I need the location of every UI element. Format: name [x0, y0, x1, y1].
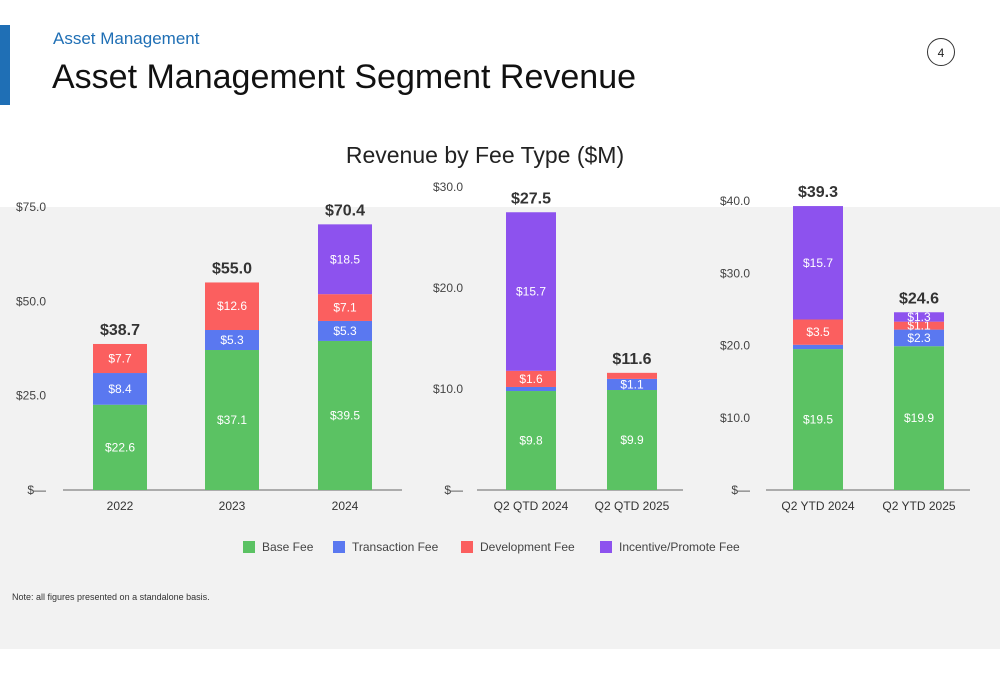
bar-segment: [205, 282, 259, 331]
bar-segment: [318, 224, 372, 295]
bar-segment: [506, 212, 556, 371]
total-label: $55.0: [212, 260, 252, 277]
x-tick-label: Q2 QTD 2025: [595, 499, 670, 513]
total-label: $27.5: [511, 190, 551, 207]
data-label: $3.5: [806, 325, 830, 339]
y-tick-label: $20.0: [720, 339, 750, 353]
data-label: $15.7: [516, 285, 546, 299]
bar-segment: [93, 373, 147, 405]
bar-segment: [607, 390, 657, 490]
legend-item-incentive-promote-fee: Incentive/Promote Fee: [600, 539, 740, 555]
bar-segment: [793, 319, 843, 345]
x-tick-label: 2022: [107, 499, 134, 513]
bar-segment: [318, 294, 372, 321]
data-label: $1.1: [620, 377, 644, 391]
bar-segment: [894, 346, 944, 490]
bar-segment: [205, 330, 259, 351]
bar-segment: [318, 320, 372, 341]
legend-label: Transaction Fee: [352, 540, 439, 554]
bar-segment: [894, 321, 944, 330]
data-label: $1.1: [907, 319, 931, 333]
total-label: $11.6: [612, 351, 651, 368]
bar-segment: [205, 350, 259, 490]
data-label: $1.6: [519, 372, 543, 386]
bar-segment: [894, 329, 944, 347]
bar-segment: [93, 404, 147, 490]
y-tick-label: $10.0: [433, 382, 463, 396]
x-tick-label: Q2 QTD 2024: [494, 499, 569, 513]
bar-segment: [506, 386, 556, 392]
data-label: $5.3: [220, 333, 244, 347]
page-title: Asset Management Segment Revenue: [52, 58, 637, 96]
header-accent-bar: [0, 25, 10, 105]
data-label: $22.6: [105, 440, 135, 454]
page-number: 4: [927, 38, 955, 66]
y-tick-label: $—: [27, 483, 46, 497]
data-label: $19.5: [803, 413, 833, 427]
y-tick-label: $—: [731, 483, 750, 497]
total-label: $39.3: [798, 184, 838, 201]
bar-segment: [93, 343, 147, 374]
legend-label: Incentive/Promote Fee: [619, 540, 740, 554]
data-label: $37.1: [217, 413, 247, 427]
data-label: $39.5: [330, 408, 360, 422]
data-label: $5.3: [333, 324, 357, 338]
bar-segment: [793, 206, 843, 320]
y-tick-label: $75.0: [16, 200, 46, 214]
legend-label: Base Fee: [262, 540, 314, 554]
data-label: $7.7: [108, 351, 132, 365]
y-tick-label: $50.0: [16, 294, 46, 308]
bar-segment: [607, 372, 657, 379]
chart-legend: Base Fee Transaction Fee Development Fee…: [0, 539, 1000, 555]
legend-item-base-fee: Base Fee: [243, 539, 313, 555]
legend-swatch-development-fee: [461, 541, 473, 553]
legend-swatch-incentive-promote-fee: [600, 541, 612, 553]
bar-segment: [506, 391, 556, 490]
x-tick-label: 2023: [219, 499, 246, 513]
y-tick-label: $—: [444, 483, 463, 497]
data-label: $8.4: [108, 382, 132, 396]
data-label: $9.8: [519, 434, 543, 448]
data-label: $7.1: [333, 301, 357, 315]
footnote: Note: all figures presented on a standal…: [12, 592, 210, 602]
bar-segment: [793, 344, 843, 350]
total-label: $24.6: [899, 290, 939, 307]
data-label: $19.9: [904, 411, 934, 425]
legend-item-development-fee: Development Fee: [461, 539, 575, 555]
bar-segment: [318, 340, 372, 490]
y-tick-label: $10.0: [720, 411, 750, 425]
data-label: $18.5: [330, 252, 360, 266]
data-label: $12.6: [217, 299, 247, 313]
total-label: $70.4: [325, 202, 365, 219]
section-label: Asset Management: [53, 29, 200, 48]
y-tick-label: $20.0: [433, 281, 463, 295]
data-label: $1.3: [907, 310, 931, 324]
x-tick-label: 2024: [332, 499, 359, 513]
bar-segment: [793, 349, 843, 490]
y-tick-label: $30.0: [433, 180, 463, 194]
x-tick-label: Q2 YTD 2025: [882, 499, 955, 513]
y-tick-label: $40.0: [720, 194, 750, 208]
legend-swatch-base-fee: [243, 541, 255, 553]
x-tick-label: Q2 YTD 2024: [781, 499, 854, 513]
chart-title: Revenue by Fee Type ($M): [345, 142, 625, 168]
y-tick-label: $25.0: [16, 389, 46, 403]
data-label: $2.3: [907, 331, 931, 345]
data-label: $9.9: [620, 433, 644, 447]
data-label: $15.7: [803, 256, 833, 270]
legend-item-transaction-fee: Transaction Fee: [333, 539, 438, 555]
legend-swatch-transaction-fee: [333, 541, 345, 553]
bar-segment: [607, 378, 657, 391]
total-label: $38.7: [100, 322, 140, 339]
bar-segment: [894, 312, 944, 322]
y-tick-label: $30.0: [720, 266, 750, 280]
bar-segment: [506, 370, 556, 387]
legend-label: Development Fee: [480, 540, 575, 554]
